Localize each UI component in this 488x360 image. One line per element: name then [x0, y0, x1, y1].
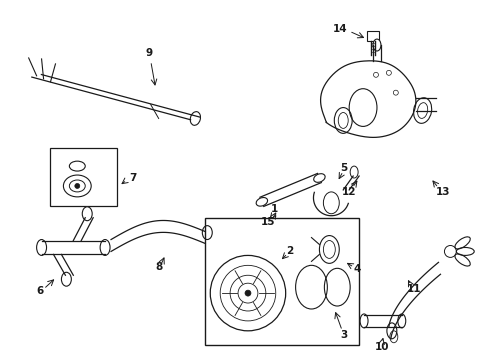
Ellipse shape [37, 239, 46, 255]
Bar [205, 218, 358, 345]
Ellipse shape [386, 323, 396, 339]
Ellipse shape [202, 226, 212, 239]
Text: 13: 13 [435, 187, 450, 197]
Text: 7: 7 [129, 173, 136, 183]
Text: 11: 11 [406, 284, 420, 294]
Text: 14: 14 [332, 24, 346, 34]
Text: 12: 12 [341, 187, 356, 197]
Ellipse shape [190, 112, 200, 125]
Bar [49, 148, 117, 206]
Text: 1: 1 [270, 204, 278, 214]
Text: 8: 8 [155, 262, 162, 272]
Text: 6: 6 [36, 286, 43, 296]
Circle shape [244, 290, 250, 296]
Ellipse shape [313, 174, 325, 182]
Text: 9: 9 [145, 48, 152, 58]
Text: 3: 3 [340, 330, 347, 340]
Text: 5: 5 [340, 163, 347, 173]
Ellipse shape [349, 166, 357, 178]
Ellipse shape [82, 207, 92, 221]
Ellipse shape [61, 272, 71, 286]
Bar [366, 31, 378, 41]
Ellipse shape [372, 39, 380, 51]
Ellipse shape [256, 198, 267, 206]
Text: 4: 4 [353, 264, 360, 274]
Text: 10: 10 [374, 342, 388, 352]
Text: 2: 2 [285, 247, 293, 256]
Text: 15: 15 [260, 217, 275, 227]
Ellipse shape [359, 314, 367, 328]
Ellipse shape [100, 239, 110, 255]
Circle shape [75, 184, 80, 188]
Ellipse shape [397, 314, 405, 328]
